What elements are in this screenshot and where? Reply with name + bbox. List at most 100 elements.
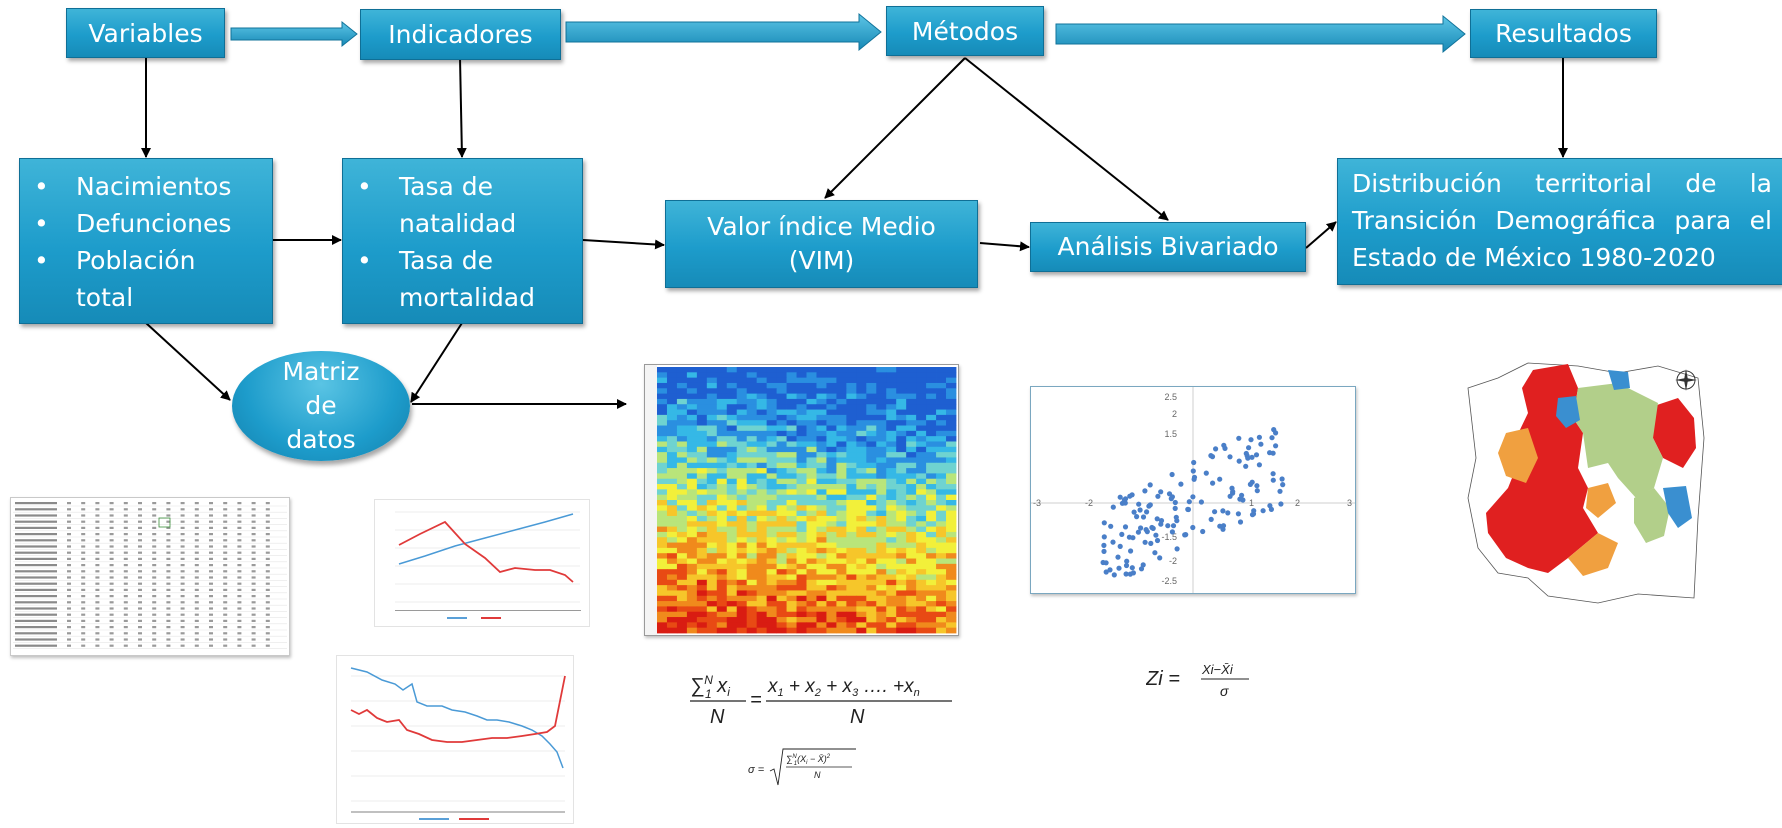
heatmap-cell [657, 622, 668, 629]
heatmap-cell [916, 484, 927, 490]
heatmap-cell [666, 574, 678, 581]
scatter-point [1165, 523, 1171, 529]
sheet-cell [138, 638, 142, 641]
scatter-point [1243, 463, 1249, 469]
heatmap-cell [716, 372, 728, 379]
heatmap-cell [856, 494, 867, 501]
heatmap-cell [876, 500, 887, 506]
sheet-cell [138, 613, 142, 616]
heatmap-cell [916, 457, 927, 464]
heatmap-cell [666, 489, 678, 496]
heatmap-cell [786, 606, 797, 613]
heatmap-cell [906, 398, 917, 405]
heatmap-cell [936, 500, 947, 506]
heatmap-cell [657, 505, 668, 512]
sheet-cell [109, 564, 114, 567]
heatmap-cell [856, 510, 867, 517]
heatmap-cell [946, 420, 957, 426]
heatmap-cell [866, 367, 877, 373]
heatmap-cell [866, 372, 877, 379]
arrow-methods-to-bivariate [964, 57, 1169, 221]
sheet-cell [237, 576, 242, 579]
heatmap-cell [706, 547, 718, 554]
heatmap-cell [796, 553, 807, 559]
scatter-point [1128, 548, 1134, 554]
heatmap-cell [846, 617, 857, 623]
heatmap-cell [946, 505, 957, 512]
sheet-cell [152, 644, 157, 647]
heatmap-cell [746, 547, 758, 554]
heatmap-cell [896, 569, 907, 575]
svg-text:=: = [750, 689, 762, 711]
sheet-row-label [15, 644, 57, 647]
heatmap-cell [657, 500, 668, 506]
heatmap-cell [766, 563, 777, 570]
sheet-cell [209, 551, 213, 554]
heatmap-cell [716, 590, 728, 597]
sheet-row-label [15, 582, 57, 585]
zscore-formula: Zi = Xi−X̄i σ [1145, 655, 1256, 705]
heatmap-cell [906, 547, 917, 554]
heatmap-cell [746, 537, 758, 543]
heatmap-cell [816, 441, 827, 448]
sheet-cell [123, 551, 128, 554]
sheet-cell [194, 508, 199, 511]
sheet-cell [138, 551, 142, 554]
sheet-cell [123, 545, 128, 548]
heatmap-cell [666, 452, 678, 458]
heatmap-cell [826, 537, 837, 543]
heatmap-cell [796, 420, 807, 426]
sheet-cell [223, 533, 228, 536]
heatmap-cell [726, 388, 738, 394]
heatmap-cell [686, 505, 698, 512]
heatmap-cell [716, 409, 728, 416]
heatmap-cell [906, 473, 917, 480]
heatmap-cell [906, 579, 917, 586]
heatmap-cell [916, 521, 927, 527]
heatmap-cell [906, 601, 917, 607]
sheet-cell [138, 576, 142, 579]
heatmap-cell [946, 489, 957, 496]
heatmap-cell [706, 473, 718, 480]
heatmap-cell [886, 393, 897, 400]
heatmap-cell [826, 367, 837, 373]
heatmap-cell [826, 430, 837, 437]
heatmap-cell [666, 425, 678, 432]
heatmap-cell [796, 526, 807, 533]
scatter-point [1142, 539, 1148, 545]
sheet-cell [81, 576, 86, 579]
heatmap-cell [766, 420, 777, 426]
scatter-point [1190, 494, 1196, 500]
sheet-cell [237, 564, 242, 567]
sheet-cell [95, 601, 100, 604]
heatmap-cell [746, 468, 758, 474]
heatmap-cell [926, 489, 937, 496]
heatmap-cell [816, 622, 827, 629]
heatmap-cell [776, 430, 787, 437]
heatmap-cell [706, 505, 718, 512]
heatmap-cell [686, 579, 698, 586]
header-variables-label: Variables [88, 18, 203, 48]
heatmap-cell [776, 606, 787, 613]
heatmap-cell [666, 414, 678, 421]
heatmap-cell [786, 398, 797, 405]
heatmap-cell [846, 537, 857, 543]
heatmap-cell [846, 590, 857, 597]
heatmap-cell [926, 478, 937, 485]
heatmap-cell [696, 569, 708, 575]
heatmap-cell [886, 494, 897, 501]
heatmap-cell [866, 404, 877, 410]
heatmap-cell [786, 515, 797, 522]
heatmap-cell [906, 563, 917, 570]
indicators-list: Tasa de natalidad Tasa de mortalidad [343, 168, 582, 316]
heatmap-cell [926, 515, 937, 522]
heatmap-cell [756, 627, 768, 634]
heatmap-cell [896, 382, 907, 389]
scatter-point [1172, 499, 1178, 506]
heatmap-cell [746, 489, 758, 496]
heatmap-cell [706, 446, 718, 453]
heatmap-cell [946, 441, 957, 448]
sheet-cell [67, 644, 71, 647]
scatter-point [1146, 503, 1152, 509]
heatmap-cell [906, 521, 917, 527]
